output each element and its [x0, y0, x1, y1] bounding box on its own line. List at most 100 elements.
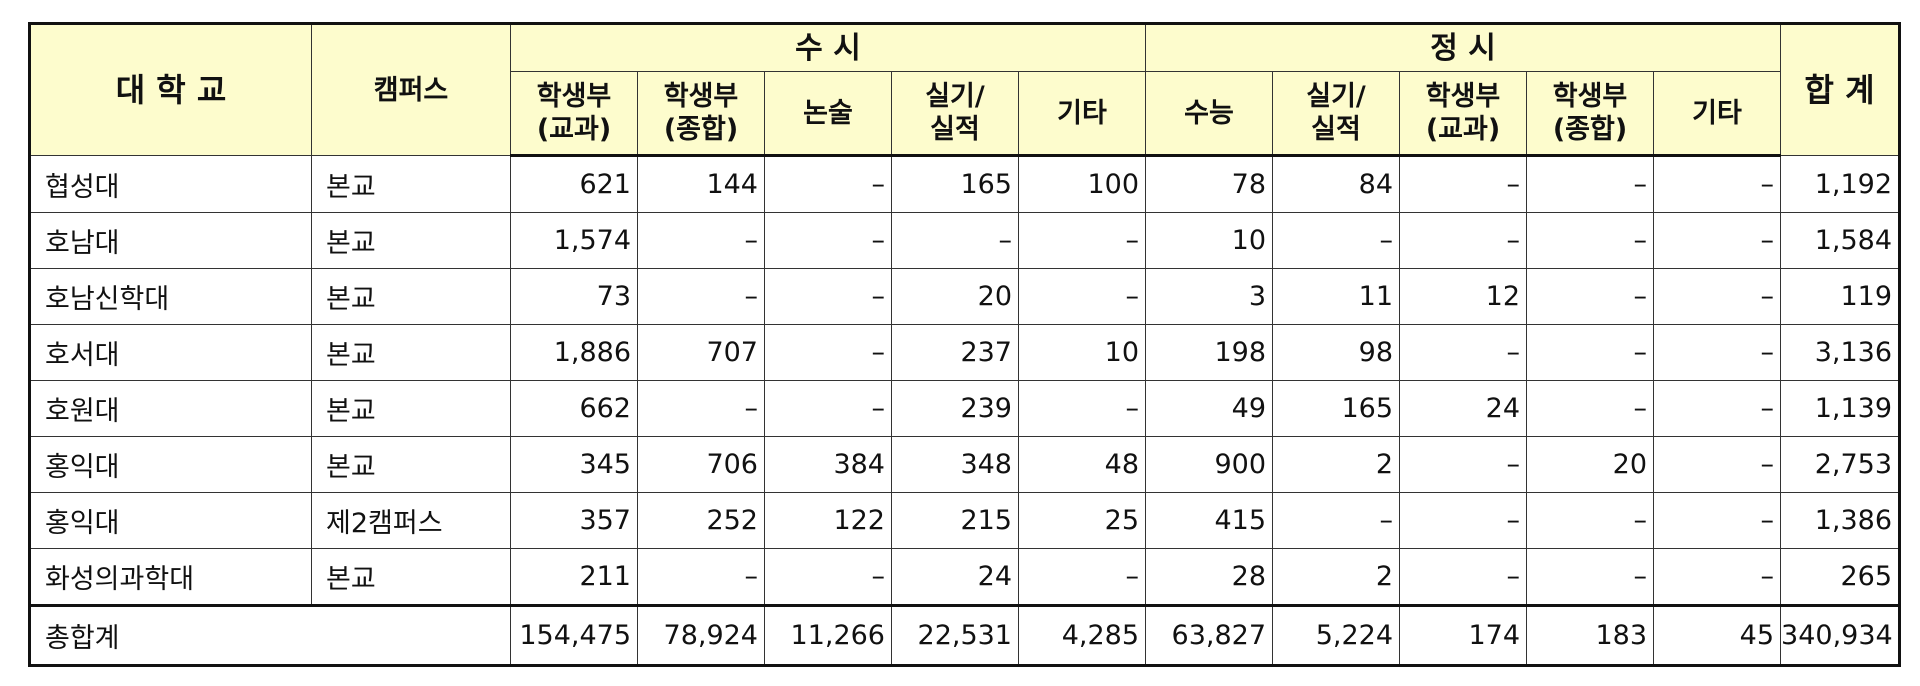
value-cell: 3,136 — [1780, 324, 1901, 381]
university-cell: 호남신학대 — [29, 268, 312, 325]
header-line: 학생부 — [663, 81, 739, 112]
header-line: 기타 — [1057, 97, 1107, 129]
value-cell: – — [764, 324, 892, 381]
value-cell: – — [1526, 324, 1655, 381]
university-cell: 호원대 — [29, 380, 312, 437]
total-value-cell: 5,224 — [1272, 604, 1401, 666]
value-cell: 25 — [1017, 492, 1147, 549]
value-cell: 10 — [1017, 324, 1147, 381]
value-cell: 198 — [1145, 324, 1274, 381]
table-body: 협성대 본교 621 144–165 100 78 84– – –1,192 호남대 본교 1,574… — [29, 155, 1901, 666]
value-cell: 49 — [1145, 380, 1274, 437]
value-cell: 384 — [764, 436, 892, 493]
value-cell: – — [1017, 380, 1147, 437]
value-cell: – — [1399, 324, 1528, 381]
jeongsi-col-header: 학생부 (교과) — [1399, 71, 1528, 157]
susi-col-header: 논술 — [764, 71, 892, 157]
value-cell: – — [1526, 380, 1655, 437]
value-cell: – — [1653, 268, 1782, 325]
value-cell: – — [1399, 492, 1528, 549]
value-cell: – — [1272, 212, 1401, 269]
susi-col-header: 기타 — [1017, 71, 1147, 157]
value-cell: – — [1653, 155, 1782, 213]
value-cell: 345 — [510, 436, 638, 493]
admissions-table: 대 학 교 캠퍼스 수 시 정 시 합 계 학생부 (교과) 학생부 (종합) 논술 실기… — [28, 22, 1902, 667]
value-cell: – — [637, 268, 765, 325]
value-cell: 78 — [1145, 155, 1274, 213]
campus-cell: 본교 — [311, 155, 511, 213]
value-cell: 12 — [1399, 268, 1528, 325]
value-cell: – — [1399, 155, 1528, 213]
value-cell: 252 — [637, 492, 765, 549]
header-line: (종합) — [663, 114, 739, 145]
header-line: 실적 — [930, 114, 980, 145]
value-cell: 211 — [510, 548, 638, 606]
value-cell: – — [1399, 436, 1528, 493]
value-cell: 20 — [891, 268, 1019, 325]
header-line: (종합) — [1552, 114, 1628, 145]
jeongsi-col-header: 수능 — [1145, 71, 1274, 157]
value-cell: – — [764, 212, 892, 269]
table-row: 호원대 본교 662– –239–49 165 24– –1,139 — [29, 380, 1901, 437]
value-cell: 11 — [1272, 268, 1401, 325]
value-cell: 707 — [637, 324, 765, 381]
campus-cell: 본교 — [311, 212, 511, 269]
campus-cell: 본교 — [311, 548, 511, 606]
campus-cell: 본교 — [311, 268, 511, 325]
value-cell: 237 — [891, 324, 1019, 381]
value-cell: 215 — [891, 492, 1019, 549]
value-cell: 28 — [1145, 548, 1274, 606]
value-cell: 357 — [510, 492, 638, 549]
table-row: 화성의과학대 본교 211– –24–28 2– – –265 — [29, 548, 1901, 606]
value-cell: – — [1653, 324, 1782, 381]
value-cell: 2 — [1272, 436, 1401, 493]
header-total: 합 계 — [1780, 23, 1901, 156]
value-cell: 1,386 — [1780, 492, 1901, 549]
value-cell: 1,192 — [1780, 155, 1901, 213]
value-cell: 1,886 — [510, 324, 638, 381]
header-line: 학생부 — [536, 81, 612, 112]
total-value-cell: 11,266 — [764, 604, 892, 666]
value-cell: 144 — [637, 155, 765, 213]
value-cell: 122 — [764, 492, 892, 549]
value-cell: 165 — [1272, 380, 1401, 437]
value-cell: 2 — [1272, 548, 1401, 606]
value-cell: – — [1526, 155, 1655, 213]
value-cell: 73 — [510, 268, 638, 325]
value-cell: – — [1017, 548, 1147, 606]
value-cell: – — [637, 380, 765, 437]
value-cell: 239 — [891, 380, 1019, 437]
total-value-cell: 22,531 — [891, 604, 1019, 666]
table-row: 호서대 본교 1,886 707–237 10 198 98– – –3,136 — [29, 324, 1901, 381]
value-cell: 621 — [510, 155, 638, 213]
value-cell: 119 — [1780, 268, 1901, 325]
total-value-cell: 63,827 — [1145, 604, 1274, 666]
value-cell: 10 — [1145, 212, 1274, 269]
subheader-row: 학생부 (교과) 학생부 (종합) 논술 실기/실적 기타 수능 실기/실적 학생부 (교과) 학생부… — [30, 71, 1900, 157]
jeongsi-col-header: 학생부 (종합) — [1526, 71, 1655, 157]
total-row: 총합계 154,475 78,924 11,266 22,531 4,285 63,827 5… — [29, 604, 1901, 666]
table-row: 홍익대 본교 345 706 384 348 48 900 2–20–2,753 — [29, 436, 1901, 493]
value-cell: – — [1017, 212, 1147, 269]
value-cell: 24 — [1399, 380, 1528, 437]
total-value-cell: 174 — [1399, 604, 1528, 666]
value-cell: – — [1653, 492, 1782, 549]
value-cell: – — [1526, 492, 1655, 549]
value-cell: 1,139 — [1780, 380, 1901, 437]
header-campus: 캠퍼스 — [311, 23, 511, 156]
total-value-cell: 154,475 — [510, 604, 638, 666]
header-line: 학생부 — [1552, 81, 1628, 112]
total-value-cell: 78,924 — [637, 604, 765, 666]
university-cell: 협성대 — [29, 155, 312, 213]
total-value-cell: 45 — [1653, 604, 1782, 666]
header-jeongsi: 정 시 — [1145, 23, 1782, 72]
jeongsi-col-header: 기타 — [1653, 71, 1782, 157]
header-susi: 수 시 — [509, 23, 1147, 72]
table-row: 호남대 본교 1,574– – – –10– – – –1,584 — [29, 212, 1901, 269]
header-line: 논술 — [803, 97, 853, 129]
header-line: 학생부 — [1425, 81, 1501, 112]
value-cell: – — [1272, 492, 1401, 549]
value-cell: 706 — [637, 436, 765, 493]
header-line: (교과) — [1425, 114, 1501, 145]
value-cell: – — [1653, 436, 1782, 493]
